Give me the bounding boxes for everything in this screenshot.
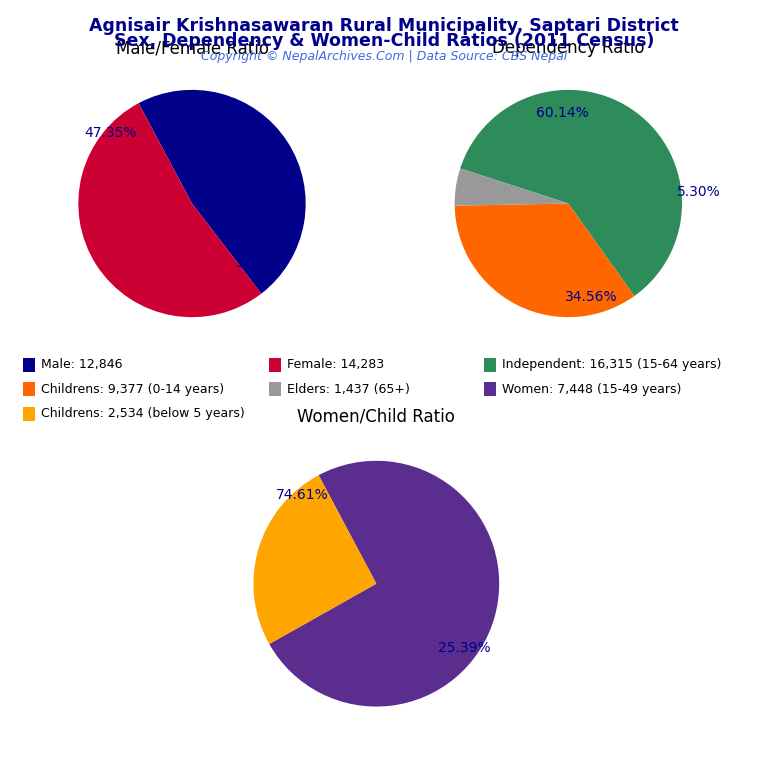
Text: Childrens: 2,534 (below 5 years): Childrens: 2,534 (below 5 years) bbox=[41, 408, 245, 420]
Text: Agnisair Krishnasawaran Rural Municipality, Saptari District: Agnisair Krishnasawaran Rural Municipali… bbox=[89, 17, 679, 35]
Text: 5.30%: 5.30% bbox=[677, 185, 721, 199]
Text: 52.65%: 52.65% bbox=[236, 256, 289, 270]
Text: 74.61%: 74.61% bbox=[276, 488, 329, 502]
Text: Male: 12,846: Male: 12,846 bbox=[41, 359, 123, 371]
Wedge shape bbox=[139, 90, 306, 293]
Text: Copyright © NepalArchives.Com | Data Source: CBS Nepal: Copyright © NepalArchives.Com | Data Sou… bbox=[201, 50, 567, 63]
Wedge shape bbox=[460, 90, 682, 296]
Text: Sex, Dependency & Women-Child Ratios (2011 Census): Sex, Dependency & Women-Child Ratios (20… bbox=[114, 32, 654, 50]
Title: Male/Female Ratio: Male/Female Ratio bbox=[115, 39, 269, 57]
Wedge shape bbox=[455, 204, 634, 317]
Text: Elders: 1,437 (65+): Elders: 1,437 (65+) bbox=[287, 383, 410, 396]
Title: Dependency Ratio: Dependency Ratio bbox=[492, 39, 644, 57]
Wedge shape bbox=[455, 168, 568, 206]
Wedge shape bbox=[270, 461, 499, 707]
Wedge shape bbox=[78, 103, 261, 317]
Wedge shape bbox=[253, 475, 376, 644]
Text: Female: 14,283: Female: 14,283 bbox=[287, 359, 384, 371]
Text: 25.39%: 25.39% bbox=[439, 641, 491, 654]
Text: Women: 7,448 (15-49 years): Women: 7,448 (15-49 years) bbox=[502, 383, 682, 396]
Text: 34.56%: 34.56% bbox=[564, 290, 617, 303]
Text: 47.35%: 47.35% bbox=[84, 126, 137, 140]
Text: Independent: 16,315 (15-64 years): Independent: 16,315 (15-64 years) bbox=[502, 359, 722, 371]
Text: Childrens: 9,377 (0-14 years): Childrens: 9,377 (0-14 years) bbox=[41, 383, 224, 396]
Text: 60.14%: 60.14% bbox=[536, 105, 589, 120]
Title: Women/Child Ratio: Women/Child Ratio bbox=[297, 408, 455, 425]
